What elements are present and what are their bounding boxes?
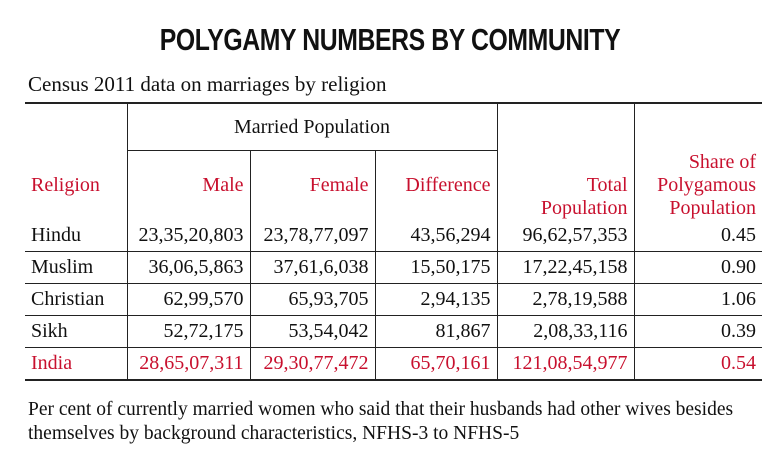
column-header: Female (249, 150, 375, 220)
cell: 23,35,20,803 (126, 219, 250, 251)
empty-cell (496, 103, 635, 151)
cell: 62,99,570 (126, 282, 250, 315)
table-row: Christian 62,99,570 65,93,705 2,94,135 2,78,… (25, 282, 763, 315)
cell: 2,08,33,116 (496, 314, 635, 347)
cell: 0.54 (633, 346, 763, 380)
group-header-row: Married Population (25, 103, 763, 151)
cell: 1.06 (633, 282, 763, 315)
cell: 53,54,042 (249, 314, 375, 347)
column-header: Total Population (496, 150, 635, 220)
footnote: Per cent of currently married women who … (28, 399, 734, 444)
cell: 37,61,6,038 (249, 250, 375, 283)
cell: 43,56,294 (374, 219, 498, 251)
column-header: Share of Polygamous Population (633, 150, 763, 220)
row-label: India (25, 346, 127, 380)
table-row: India 28,65,07,311 29,30,77,472 65,70,161 12… (25, 346, 763, 380)
table-body: Married Population Religion Male Female Diff… (25, 103, 763, 380)
cell: 17,22,45,158 (496, 250, 635, 283)
cell: 81,867 (374, 314, 498, 347)
header-row: Religion Male Female Difference Total Popula… (25, 150, 763, 220)
cell: 121,08,54,977 (496, 346, 635, 380)
cell: 65,70,161 (374, 346, 498, 380)
cell: 15,50,175 (374, 250, 498, 283)
data-table: Married Population Religion Male Female Diff… (25, 102, 763, 381)
subtitle: Census 2011 data on marriages by religio… (28, 72, 387, 96)
cell: 96,62,57,353 (496, 219, 635, 251)
cell: 52,72,175 (126, 314, 250, 347)
cell: 29,30,77,472 (249, 346, 375, 380)
column-header: Male (126, 150, 250, 220)
cell: 28,65,07,311 (126, 346, 250, 380)
empty-cell (25, 103, 127, 151)
row-label: Sikh (25, 314, 127, 347)
table-row: Sikh 52,72,175 53,54,042 81,867 2,08,33,116 0… (25, 314, 763, 347)
cell: 2,94,135 (374, 282, 498, 315)
cell: 65,93,705 (249, 282, 375, 315)
empty-cell (633, 103, 763, 151)
cell: 0.90 (633, 250, 763, 283)
table-row: Muslim 36,06,5,863 37,61,6,038 15,50,175 17,… (25, 250, 763, 283)
cell: 23,78,77,097 (249, 219, 375, 251)
table-row: Hindu 23,35,20,803 23,78,77,097 43,56,294 96… (25, 219, 763, 251)
column-header: Difference (374, 150, 498, 220)
row-label: Muslim (25, 250, 127, 283)
cell: 36,06,5,863 (126, 250, 250, 283)
cell: 0.39 (633, 314, 763, 347)
row-label: Christian (25, 282, 127, 315)
cell: 2,78,19,588 (496, 282, 635, 315)
title: POLYGAMY NUMBERS BY COMMUNITY (159, 22, 621, 57)
group-header: Married Population (126, 103, 498, 151)
column-header: Religion (31, 173, 100, 196)
cell: 0.45 (633, 219, 763, 251)
row-label: Hindu (31, 223, 81, 246)
